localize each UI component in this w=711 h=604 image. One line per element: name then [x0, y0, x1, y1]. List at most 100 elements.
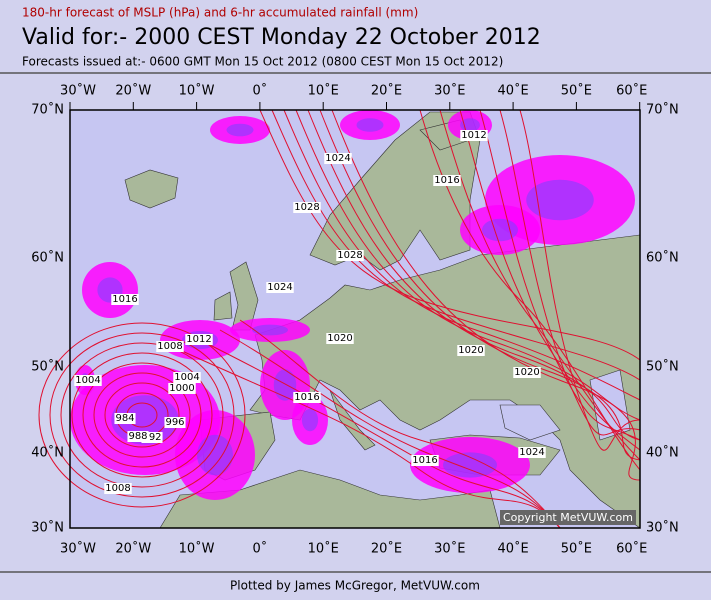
lat-label-right: 50˚N [646, 359, 679, 375]
lon-label-top: 30˚E [434, 83, 465, 99]
copyright-box [500, 510, 636, 525]
isobar-label: 1020 [457, 345, 485, 356]
isobar-label: 1024 [518, 447, 546, 458]
isobar-label: 1008 [156, 341, 184, 352]
isobar-label-box [513, 367, 541, 378]
isobar-label: 1000 [168, 383, 196, 394]
footer-credit: Plotted by James McGregor, MetVUW.com [230, 579, 480, 593]
isobar-label-box [173, 372, 201, 383]
rain-core [443, 452, 497, 478]
lon-label-top: 20˚E [371, 83, 402, 99]
seas [499, 369, 631, 441]
isobar-label-text: 1016 [112, 294, 137, 305]
isobar-label-text: 996 [165, 417, 184, 428]
isobar-label-box [293, 202, 321, 213]
isobar-label-box [111, 294, 139, 305]
isobar-label-box [433, 175, 461, 186]
isobar-label-text: 1016 [434, 175, 459, 186]
isobar-label-text: 1008 [105, 483, 130, 494]
isobar-label-box [326, 333, 354, 344]
isobar-label: 1024 [324, 153, 352, 164]
lon-label-bottom: 20˚E [371, 541, 402, 557]
isobar-label-text: 1004 [174, 372, 199, 383]
isobar-label-box [324, 153, 352, 164]
isobar-label: 1028 [336, 250, 364, 261]
isobar-label-text: 1020 [514, 367, 539, 378]
isobar-label: 1016 [293, 392, 321, 403]
lon-label-bottom: 40˚E [497, 541, 528, 557]
isobar [38, 322, 246, 508]
isobar [295, 109, 641, 421]
rain-core [356, 118, 384, 132]
isobar-label-text: 1016 [412, 455, 437, 466]
map-frame [69, 109, 641, 529]
isobar-label: 1004 [173, 372, 201, 383]
lon-label-bottom: 30˚W [60, 541, 96, 557]
caspian [589, 369, 631, 441]
black-sea [499, 404, 561, 441]
isobar-label-text: 1008 [157, 341, 182, 352]
isobar-label-box [411, 455, 439, 466]
axes: 30˚W 30˚W 20˚W 20˚W 10˚W 10˚W 0˚ 0˚ 10˚E 10˚E 20˚E… [31, 83, 679, 557]
isobar [307, 109, 641, 441]
title: Valid for:- 2000 CEST Monday 22 October … [22, 25, 541, 50]
isobar [519, 109, 641, 451]
isobar [239, 319, 561, 529]
isobar-label: 1020 [326, 333, 354, 344]
lon-label-bottom: 10˚W [179, 541, 215, 557]
lon-label-top: 10˚E [308, 83, 339, 99]
lon-label-top: 0˚ [253, 83, 268, 99]
isobar [459, 109, 641, 451]
isobar-label-box [168, 383, 196, 394]
isobar-label-text: 1016 [294, 392, 319, 403]
isobar-labels: 1024 1012 1016 1028 1028 1024 1016 1012 1008 1004… [74, 130, 546, 494]
lon-label-top: 10˚W [179, 83, 215, 99]
lon-label-top: 30˚W [60, 83, 96, 99]
lon-label-top: 40˚E [497, 83, 528, 99]
rain-core [482, 218, 518, 242]
lon-label-top: 60˚E [616, 83, 647, 99]
lat-label-right: 30˚N [646, 520, 679, 536]
isobar-label-box [104, 483, 132, 494]
isobar-label-text: 1028 [294, 202, 319, 213]
lat-label-left: 50˚N [31, 359, 64, 375]
lon-label-bottom: 10˚E [308, 541, 339, 557]
isobar-label: 996 [164, 417, 186, 428]
isobar [499, 109, 641, 436]
isobar-label-box [164, 417, 186, 428]
isobar-label-text: 984 [115, 413, 134, 424]
lon-label-bottom: 20˚W [115, 541, 151, 557]
isobar-label: 1012 [460, 130, 488, 141]
isobar-label-box [460, 130, 488, 141]
isobar-label-box [185, 334, 213, 345]
isobar [179, 349, 561, 529]
lat-label-left: 30˚N [31, 520, 64, 536]
lon-label-top: 20˚W [115, 83, 151, 99]
isobar [219, 329, 561, 529]
lat-label-left: 60˚N [31, 250, 64, 266]
lat-label-left: 70˚N [31, 102, 64, 118]
ireland [213, 291, 233, 321]
rain-core [273, 369, 297, 401]
isobar-label: 1020 [513, 367, 541, 378]
lon-label-bottom: 60˚E [616, 541, 647, 557]
isobar-label-box [156, 341, 184, 352]
isobar-label: 1008 [104, 483, 132, 494]
iceland [124, 169, 179, 209]
isobar-label-text: 992 [142, 432, 161, 443]
isobar-label: 1012 [185, 334, 213, 345]
isobar [104, 382, 180, 448]
lon-label-bottom: 50˚E [561, 541, 592, 557]
isobar-label: 1016 [433, 175, 461, 186]
subtitle: 180-hr forecast of MSLP (hPa) and 6-hr a… [22, 6, 418, 20]
isobar [82, 362, 202, 468]
isobar-label: 1024 [266, 282, 294, 293]
isobar-label-text: 988 [128, 431, 147, 442]
isobar-label: 984 [114, 413, 136, 424]
lat-label-right: 60˚N [646, 250, 679, 266]
isobar-label-text: 1020 [327, 333, 352, 344]
lat-label-right: 40˚N [646, 445, 679, 461]
lon-label-bottom: 0˚ [253, 541, 268, 557]
isobar-label: 988 [127, 431, 149, 442]
